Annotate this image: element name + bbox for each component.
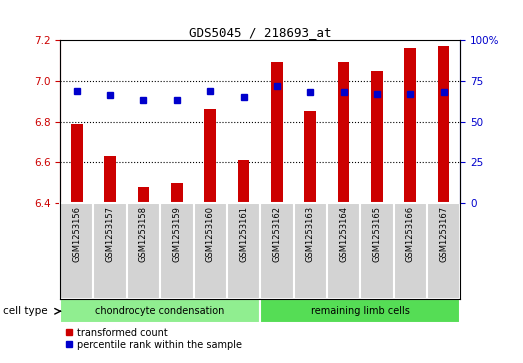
Legend: transformed count, percentile rank within the sample: transformed count, percentile rank withi… (65, 328, 242, 350)
Text: GSM1253161: GSM1253161 (239, 206, 248, 262)
Text: cell type: cell type (3, 306, 47, 316)
Bar (304, 111, 316, 203)
Bar (404, 48, 416, 203)
Bar (237, 160, 249, 203)
Bar (260, 299, 460, 323)
Text: GSM1253166: GSM1253166 (406, 206, 415, 262)
Title: GDS5045 / 218693_at: GDS5045 / 218693_at (189, 26, 332, 39)
Bar (271, 62, 283, 203)
Bar (293, 203, 327, 299)
Text: GSM1253156: GSM1253156 (72, 206, 81, 262)
Bar (138, 187, 150, 203)
Bar (71, 124, 83, 203)
Bar (327, 203, 360, 299)
Bar (60, 203, 94, 299)
Bar (394, 203, 427, 299)
Bar (338, 62, 349, 203)
Text: remaining limb cells: remaining limb cells (311, 306, 410, 316)
Bar (204, 109, 216, 203)
Bar (104, 156, 116, 203)
Bar (260, 203, 293, 299)
Bar (227, 203, 260, 299)
Bar (360, 203, 393, 299)
Text: GSM1253164: GSM1253164 (339, 206, 348, 262)
Bar (194, 203, 227, 299)
Text: GSM1253158: GSM1253158 (139, 206, 148, 262)
Text: GSM1253159: GSM1253159 (173, 206, 181, 262)
Text: GSM1253160: GSM1253160 (206, 206, 214, 262)
Bar (127, 203, 160, 299)
Text: GSM1253157: GSM1253157 (106, 206, 115, 262)
Bar (427, 203, 460, 299)
Bar (160, 203, 194, 299)
Bar (171, 183, 183, 203)
Text: GSM1253165: GSM1253165 (372, 206, 381, 262)
Text: GSM1253162: GSM1253162 (272, 206, 281, 262)
Bar (94, 203, 127, 299)
Bar (371, 70, 383, 203)
Text: chondrocyte condensation: chondrocyte condensation (96, 306, 225, 316)
Bar (438, 46, 449, 203)
Text: GSM1253163: GSM1253163 (306, 206, 315, 262)
Bar (60, 299, 260, 323)
Text: GSM1253167: GSM1253167 (439, 206, 448, 262)
